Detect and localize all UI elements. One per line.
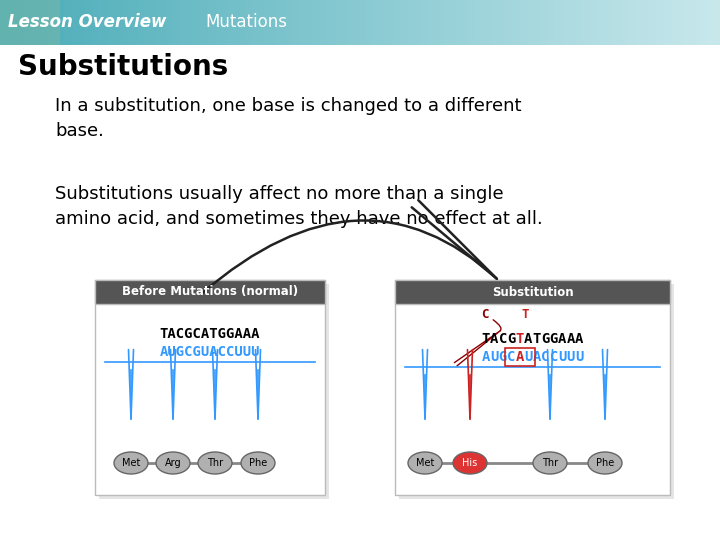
Text: G: G	[498, 350, 507, 364]
Text: C: C	[549, 350, 558, 364]
Bar	[0, 0, 60, 45]
Bar	[99, 284, 329, 499]
Text: Thr: Thr	[207, 458, 223, 468]
Text: A: A	[558, 332, 567, 346]
Text: A: A	[482, 350, 490, 364]
Text: C: C	[481, 307, 489, 321]
Text: T: T	[516, 332, 524, 346]
Text: Mutations: Mutations	[205, 14, 287, 31]
Ellipse shape	[198, 452, 232, 474]
Bar	[95, 280, 325, 495]
Text: T: T	[482, 332, 490, 346]
Text: G: G	[541, 332, 549, 346]
Bar	[395, 280, 670, 495]
Text: A: A	[490, 332, 498, 346]
Text: G: G	[549, 332, 558, 346]
Text: T: T	[533, 332, 541, 346]
Ellipse shape	[588, 452, 622, 474]
Text: A: A	[516, 350, 524, 364]
Text: Lesson Overview: Lesson Overview	[8, 14, 166, 31]
Text: U: U	[575, 350, 583, 364]
Bar	[395, 280, 670, 304]
Text: Met: Met	[122, 458, 140, 468]
Text: His: His	[462, 458, 477, 468]
Text: AUGCGUACCUUU: AUGCGUACCUUU	[160, 345, 260, 359]
Text: U: U	[558, 350, 567, 364]
Ellipse shape	[241, 452, 275, 474]
Ellipse shape	[408, 452, 442, 474]
Text: A: A	[567, 332, 575, 346]
Text: A: A	[575, 332, 583, 346]
Text: C: C	[498, 332, 507, 346]
Text: C: C	[541, 350, 549, 364]
Text: Thr: Thr	[542, 458, 558, 468]
Bar	[505, 348, 534, 366]
Text: U: U	[567, 350, 575, 364]
Text: TACGCATGGAAA: TACGCATGGAAA	[160, 327, 260, 341]
Ellipse shape	[156, 452, 190, 474]
Ellipse shape	[533, 452, 567, 474]
Text: C: C	[507, 350, 516, 364]
Text: Substitutions usually affect no more than a single
amino acid, and sometimes the: Substitutions usually affect no more tha…	[55, 185, 543, 228]
Text: Phe: Phe	[596, 458, 614, 468]
Bar	[95, 280, 325, 304]
Text: Substitutions: Substitutions	[18, 53, 228, 81]
Text: T: T	[521, 307, 528, 321]
Text: Phe: Phe	[249, 458, 267, 468]
Bar	[399, 284, 674, 499]
Text: Before Mutations (normal): Before Mutations (normal)	[122, 286, 298, 299]
Text: G: G	[507, 332, 516, 346]
Text: Met: Met	[416, 458, 434, 468]
Ellipse shape	[114, 452, 148, 474]
Text: Substitution: Substitution	[492, 286, 573, 299]
Text: A: A	[524, 332, 532, 346]
Text: U: U	[524, 350, 532, 364]
Text: In a substitution, one base is changed to a different
base.: In a substitution, one base is changed t…	[55, 97, 521, 140]
Text: Arg: Arg	[165, 458, 181, 468]
Ellipse shape	[453, 452, 487, 474]
Text: A: A	[533, 350, 541, 364]
Text: U: U	[490, 350, 498, 364]
